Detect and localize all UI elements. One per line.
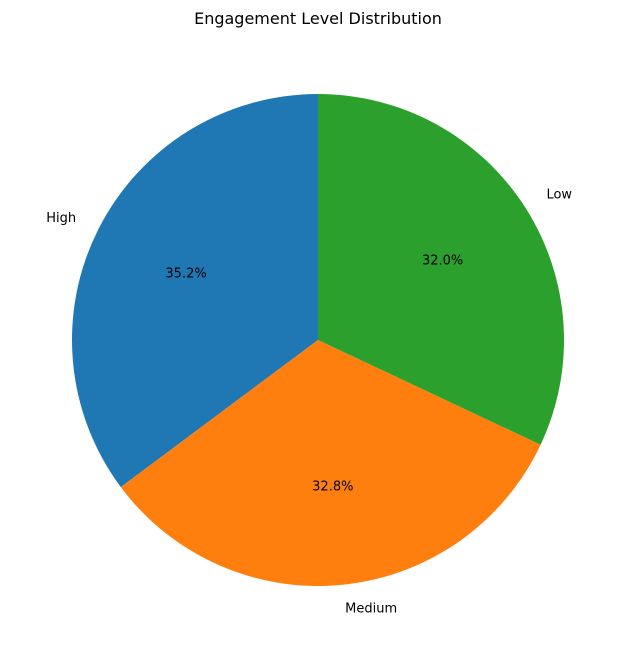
pie-labels: High 35.2% Medium 32.8% Low 32.0% [46,188,572,617]
slice-label-high: High [46,211,76,226]
slice-percent-medium: 32.8% [312,479,353,494]
slice-label-medium: Medium [345,602,397,617]
pie-slices [71,94,564,586]
slice-percent-low: 32.0% [422,253,463,268]
slice-percent-high: 35.2% [165,266,206,281]
pie-slice-low [318,94,564,445]
pie-slice-medium [120,340,541,586]
slice-label-low: Low [546,188,572,203]
chart-title: Engagement Level Distribution [194,9,442,28]
pie-slice-high [71,94,318,488]
